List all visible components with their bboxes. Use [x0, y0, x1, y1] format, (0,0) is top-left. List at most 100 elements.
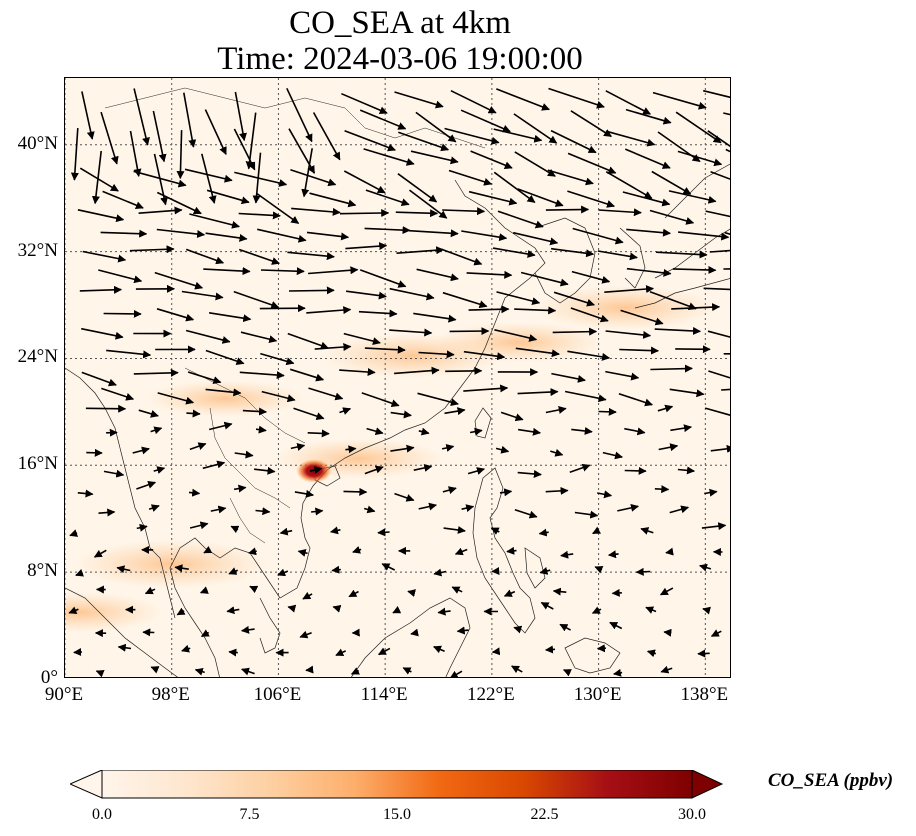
wind-arrow: [228, 567, 239, 575]
wind-arrow: [448, 169, 493, 186]
wind-arrow: [668, 190, 717, 204]
wind-arrow: [132, 446, 150, 455]
wind-arrow: [701, 522, 727, 531]
wind-arrow: [364, 345, 406, 354]
wind-arrow: [238, 248, 280, 265]
wind-arrow: [702, 606, 711, 615]
wind-arrow: [449, 670, 463, 677]
wind-arrow: [301, 148, 313, 198]
wind-arrow: [69, 529, 79, 537]
wind-arrow: [202, 460, 226, 470]
wind-arrow: [129, 130, 142, 177]
wind-arrow: [491, 647, 501, 656]
wind-arrow: [79, 167, 119, 192]
wind-arrow: [552, 587, 567, 596]
wind-arrow: [605, 130, 656, 147]
lon-tick-label: 106°E: [253, 684, 302, 705]
wind-arrow: [242, 407, 267, 416]
wind-arrow: [442, 486, 457, 495]
wind-arrow: [547, 169, 594, 186]
wind-arrow: [257, 228, 307, 243]
wind-arrow: [468, 305, 510, 314]
lat-tick-label: 8°N: [27, 560, 58, 582]
wind-arrow: [622, 191, 671, 207]
wind-arrow: [288, 286, 335, 295]
wind-arrow: [677, 150, 723, 167]
wind-arrow: [545, 405, 567, 414]
co-plume: [434, 322, 603, 363]
wind-arrow: [279, 527, 293, 536]
wind-arrow: [626, 267, 672, 277]
wind-arrow: [545, 486, 569, 495]
wind-arrow: [416, 268, 459, 282]
wind-arrow: [176, 607, 186, 616]
wind-arrow: [117, 643, 132, 652]
wind-arrow: [138, 409, 159, 418]
wind-arrow: [81, 327, 124, 340]
wind-arrow: [619, 346, 659, 355]
wind-arrow: [308, 266, 359, 275]
lon-tick-label: 90°E: [44, 684, 84, 705]
wind-arrow: [617, 503, 639, 512]
wind-arrow: [395, 209, 439, 218]
wind-arrow: [451, 586, 463, 594]
wind-arrow: [594, 565, 604, 574]
wind-arrow: [394, 492, 415, 502]
wind-arrow: [463, 350, 506, 361]
wind-arrow: [144, 586, 156, 595]
wind-arrow: [200, 629, 210, 638]
wind-arrow: [660, 665, 673, 674]
wind-arrow: [550, 129, 597, 154]
wind-arrow: [466, 270, 513, 279]
wind-arrow: [365, 189, 410, 207]
wind-arrow: [450, 89, 497, 114]
wind-arrow: [297, 549, 308, 557]
lat-tick-label: 0°: [40, 667, 58, 688]
wind-arrow: [290, 168, 337, 187]
wind-arrow: [308, 387, 344, 401]
wind-arrow: [517, 388, 559, 397]
wind-arrow: [571, 426, 593, 435]
wind-arrow: [306, 231, 350, 241]
wind-arrow: [605, 370, 640, 381]
wind-arrow: [705, 210, 730, 218]
colorbar-label: CO_SEA (ppbv): [768, 770, 894, 791]
wind-arrow: [704, 488, 718, 497]
wind-arrow: [136, 480, 157, 490]
wind-arrow: [174, 564, 189, 573]
wind-arrow: [460, 109, 511, 133]
wind-arrow: [409, 189, 448, 219]
wind-arrow: [415, 111, 457, 143]
wind-arrow: [201, 153, 217, 204]
wind-arrow: [181, 290, 224, 301]
wind-arrow: [567, 190, 615, 208]
wind-arrow: [154, 271, 204, 290]
wind-arrow: [189, 521, 209, 530]
wind-arrow: [81, 91, 95, 140]
wind-arrow: [309, 466, 323, 474]
wind-arrow: [129, 245, 175, 254]
wind-arrow: [343, 332, 381, 345]
wind-arrow: [377, 647, 391, 656]
map-canvas: [65, 78, 730, 677]
wind-arrow: [332, 604, 342, 613]
wind-arrow: [189, 213, 240, 229]
wind-arrow: [514, 508, 538, 519]
wind-arrow: [608, 550, 619, 559]
wind-arrow: [469, 427, 483, 436]
wind-arrow: [277, 568, 289, 577]
wind-arrow: [493, 128, 543, 143]
wind-arrow: [703, 287, 730, 291]
wind-arrow: [241, 667, 255, 676]
wind-arrow: [418, 427, 430, 436]
wind-arrow: [189, 442, 207, 451]
wind-arrow: [233, 128, 256, 171]
wind-arrow: [618, 393, 653, 407]
wind-arrow: [517, 427, 541, 436]
wind-arrow: [234, 91, 247, 142]
wind-arrow: [597, 490, 613, 499]
wind-arrow: [598, 208, 642, 217]
wind-arrow: [564, 390, 607, 403]
wind-arrow: [364, 226, 411, 235]
wind-arrow: [305, 665, 314, 674]
